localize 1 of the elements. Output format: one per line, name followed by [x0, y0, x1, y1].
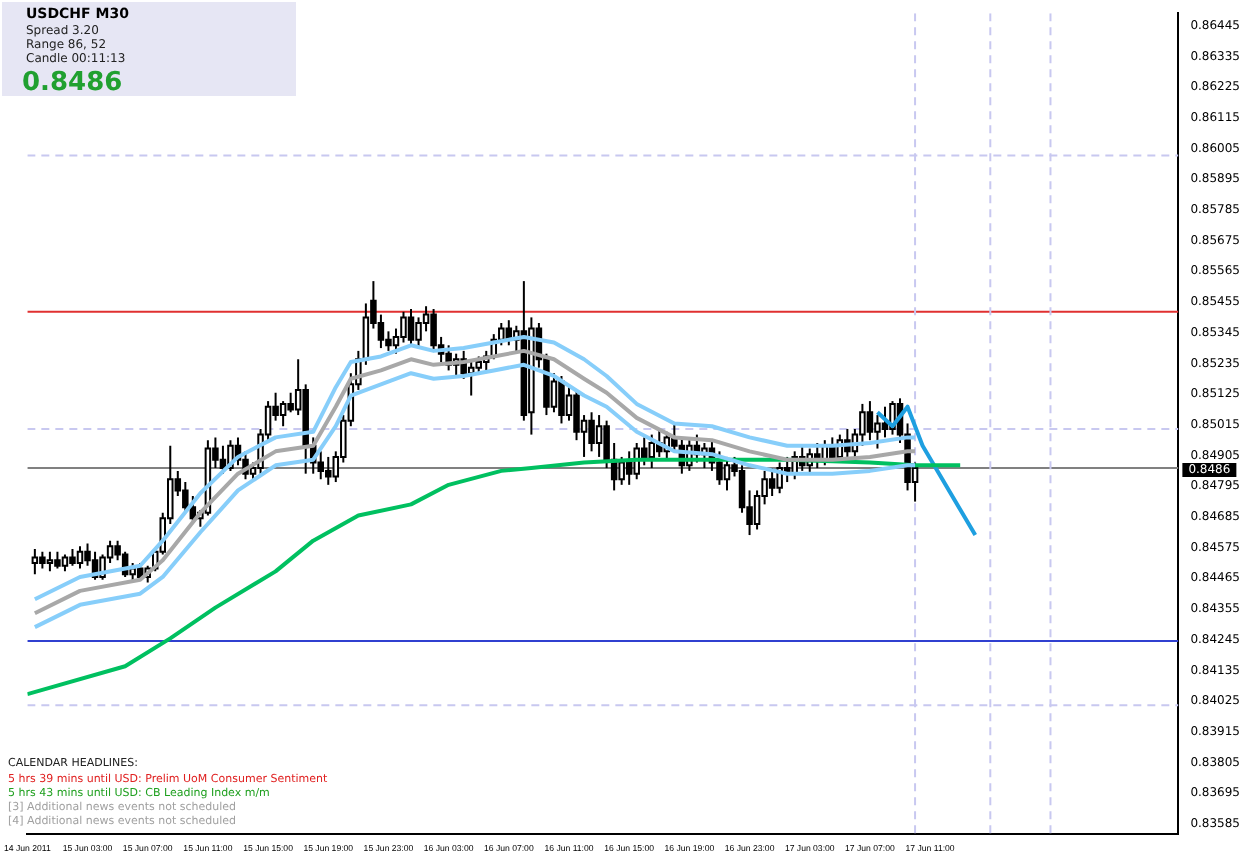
annotation: 0.8486: [22, 68, 123, 98]
